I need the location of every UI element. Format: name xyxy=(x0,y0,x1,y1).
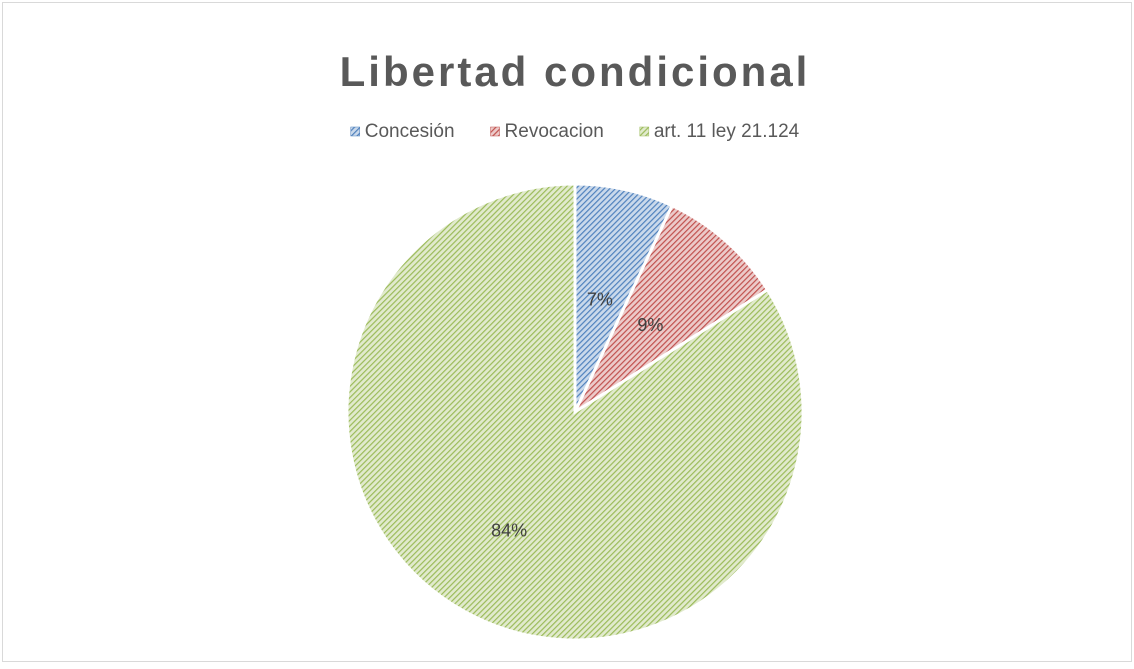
data-label: 7% xyxy=(587,289,613,309)
data-label: 84% xyxy=(491,521,527,541)
legend-label: Revocacion xyxy=(505,121,604,142)
legend-marker xyxy=(639,126,650,137)
legend-marker xyxy=(490,126,500,137)
legend-label: Concesión xyxy=(365,121,455,142)
chart-title: Libertad condicional xyxy=(340,48,811,95)
pie-slice xyxy=(345,182,805,642)
data-label: 9% xyxy=(637,315,663,335)
legend-label: art. 11 ley 21.124 xyxy=(654,121,800,142)
pie-slice xyxy=(571,203,770,417)
legend-marker xyxy=(350,126,361,137)
